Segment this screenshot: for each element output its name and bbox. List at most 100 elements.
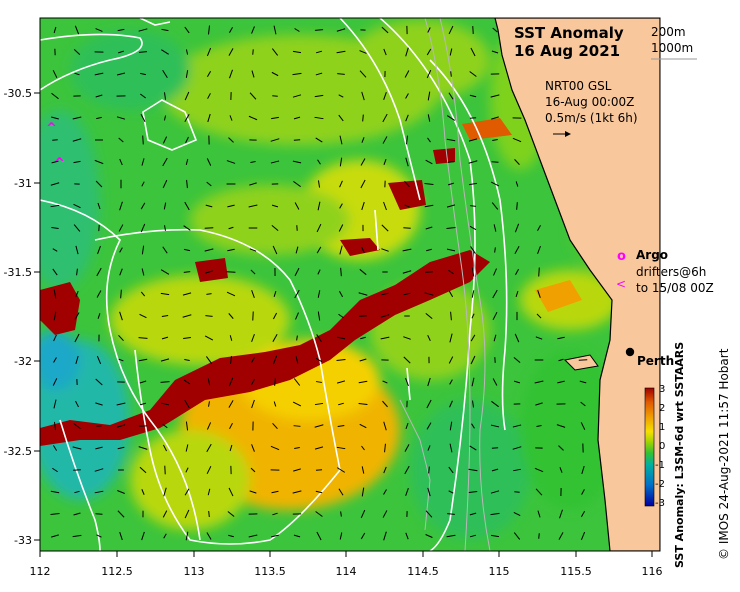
current-vector (468, 468, 478, 472)
current-vector (272, 334, 278, 342)
current-vector (494, 247, 496, 253)
current-vector (72, 534, 82, 538)
current-vector (162, 179, 168, 189)
sst-field: ^ ^ (40, 18, 660, 551)
current-vector (294, 447, 300, 449)
current-vector (119, 201, 123, 211)
current-vector (272, 355, 278, 365)
colorbar-tick: 3 (659, 384, 665, 395)
current-vector (294, 28, 300, 32)
current-vector (207, 378, 211, 386)
current-vector (161, 28, 169, 32)
current-vector (382, 510, 388, 518)
current-vector (468, 138, 478, 142)
current-vector (580, 422, 586, 430)
current-vector (207, 93, 211, 99)
current-vector (163, 487, 167, 497)
x-tick-label: 115 (489, 565, 510, 578)
current-vector (227, 248, 235, 252)
current-vector (206, 422, 212, 430)
x-axis: 112 112.5 113 113.5 114 114.5 115 115.5 … (30, 551, 663, 578)
current-vector (472, 400, 474, 408)
current-vector (490, 181, 500, 187)
current-vector (405, 93, 409, 99)
current-vector (361, 201, 365, 211)
current-vector (94, 72, 104, 76)
current-vector (317, 290, 321, 298)
current-vector (424, 204, 434, 208)
current-vector (205, 270, 213, 274)
current-vector (141, 158, 145, 166)
current-vector (251, 290, 255, 298)
current-vector (293, 139, 301, 141)
current-vector (52, 467, 58, 473)
current-vector (336, 336, 346, 340)
current-vector (469, 534, 477, 538)
current-vector (471, 313, 475, 319)
current-vector (559, 509, 563, 519)
current-vector (95, 446, 103, 450)
current-vector (184, 91, 190, 101)
current-vector (580, 510, 586, 518)
current-vector (141, 181, 145, 187)
current-vector (317, 269, 321, 275)
current-vector (340, 511, 342, 517)
current-vector (228, 377, 234, 387)
current-vector (404, 444, 410, 452)
current-vector (251, 357, 255, 363)
current-vector (514, 223, 520, 233)
current-vector (204, 248, 214, 252)
current-vector (250, 467, 256, 473)
current-vector (228, 313, 234, 319)
current-vector (425, 510, 433, 518)
current-vector (492, 311, 498, 321)
current-vector (336, 359, 346, 361)
current-vector (449, 421, 453, 431)
current-vector (339, 180, 343, 188)
current-vector (404, 204, 410, 208)
current-vector (448, 25, 454, 35)
current-vector (226, 160, 236, 164)
current-vector (514, 333, 520, 343)
current-vector (248, 204, 258, 208)
current-vector (185, 136, 189, 144)
drifter-legend-line1: drifters@6h (636, 265, 706, 279)
current-vector (117, 28, 125, 32)
current-vector (404, 70, 410, 78)
current-vector (161, 49, 169, 55)
current-vector (76, 268, 78, 276)
current-vector (274, 378, 276, 386)
current-vector (97, 202, 101, 210)
current-vector (140, 93, 146, 99)
current-vector (515, 291, 519, 297)
current-vector (272, 245, 278, 255)
current-vector (361, 466, 365, 474)
current-vector (207, 113, 211, 123)
current-vector (162, 157, 168, 167)
current-vector (273, 25, 277, 35)
current-vector (73, 49, 81, 55)
current-vector (184, 114, 190, 122)
current-vector (404, 180, 410, 188)
current-vector (206, 465, 212, 475)
current-vector (380, 336, 390, 340)
current-vector (96, 116, 102, 120)
current-vector (52, 378, 58, 386)
drifter-legend-line2: to 15/08 00Z (636, 281, 714, 295)
current-vector (403, 356, 411, 364)
current-vector (338, 313, 344, 319)
current-vector (139, 402, 147, 406)
current-vector (491, 202, 499, 210)
current-vector (535, 336, 543, 340)
current-vector (382, 400, 388, 408)
current-vector (293, 116, 301, 120)
current-vector (96, 290, 102, 298)
current-vector (229, 444, 233, 452)
current-vector (141, 531, 145, 541)
current-vector (446, 534, 456, 538)
x-tick-label: 114 (336, 565, 357, 578)
current-vector (314, 29, 324, 31)
current-vector (295, 356, 299, 364)
current-vector (117, 446, 125, 450)
current-vector (185, 444, 189, 452)
